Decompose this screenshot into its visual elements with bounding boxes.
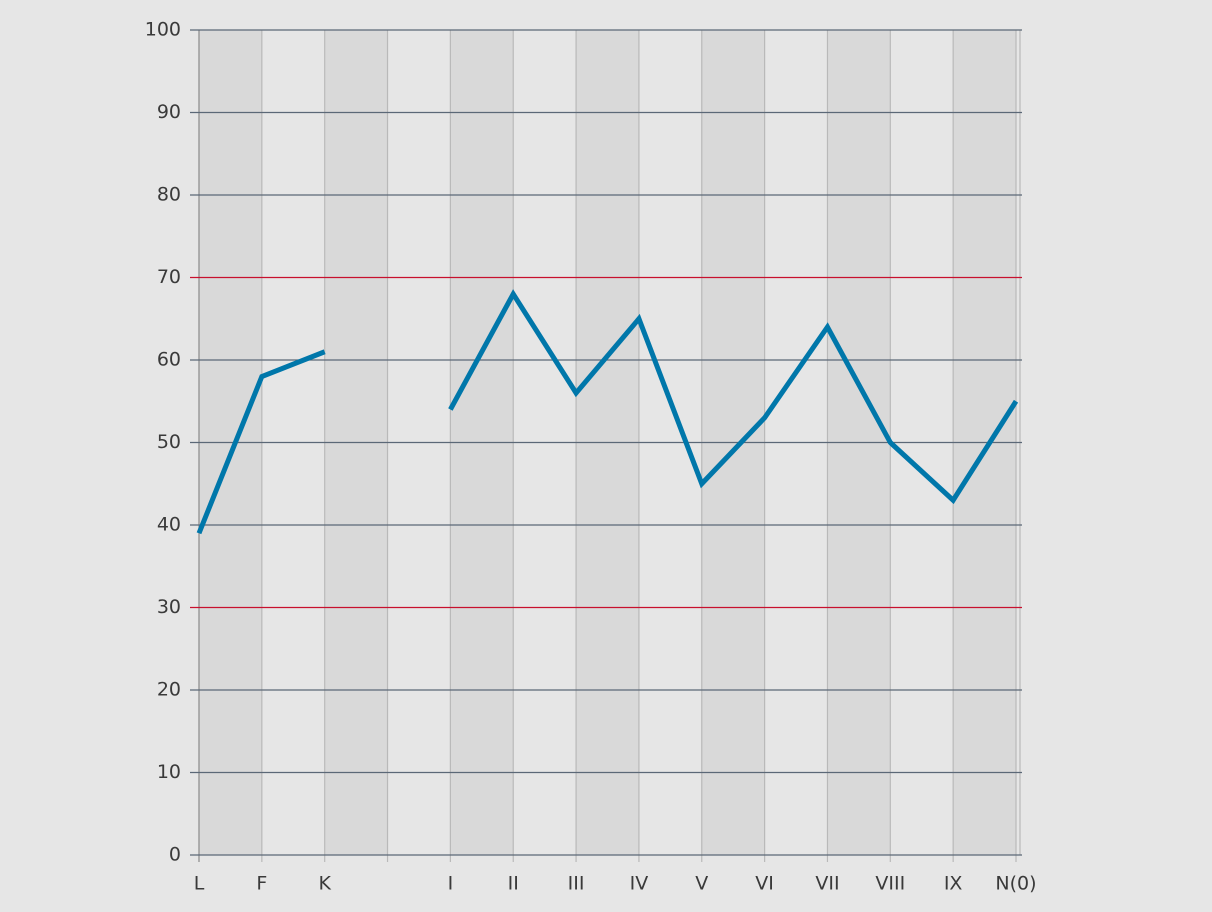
x-tick-label: VII <box>815 873 839 895</box>
y-tick-label: 0 <box>169 844 181 866</box>
x-tick-label: III <box>568 873 585 895</box>
x-tick-label: V <box>695 873 708 895</box>
y-tick-label: 100 <box>145 19 181 41</box>
y-tick-label: 60 <box>157 349 181 371</box>
x-tick-label: IV <box>630 873 649 895</box>
y-tick-label: 70 <box>157 266 181 288</box>
x-tick-label: VI <box>755 873 774 895</box>
x-tick-label: K <box>318 873 331 895</box>
x-tick-label: IX <box>944 873 963 895</box>
y-tick-label: 50 <box>157 431 181 453</box>
y-tick-label: 80 <box>157 184 181 206</box>
data-line <box>196 289 1019 535</box>
y-tick-label: 20 <box>157 679 181 701</box>
x-tick-label: F <box>256 873 267 895</box>
x-tick-label: II <box>508 873 519 895</box>
x-tick-label: N(0) <box>995 873 1036 895</box>
y-tick-label: 30 <box>157 596 181 618</box>
y-tick-label: 40 <box>157 514 181 536</box>
y-tick-label: 10 <box>157 761 181 783</box>
x-tick-label: L <box>194 873 205 895</box>
x-tick-label: VIII <box>875 873 905 895</box>
y-tick-label: 90 <box>157 101 181 123</box>
x-tick-label: I <box>448 873 454 895</box>
